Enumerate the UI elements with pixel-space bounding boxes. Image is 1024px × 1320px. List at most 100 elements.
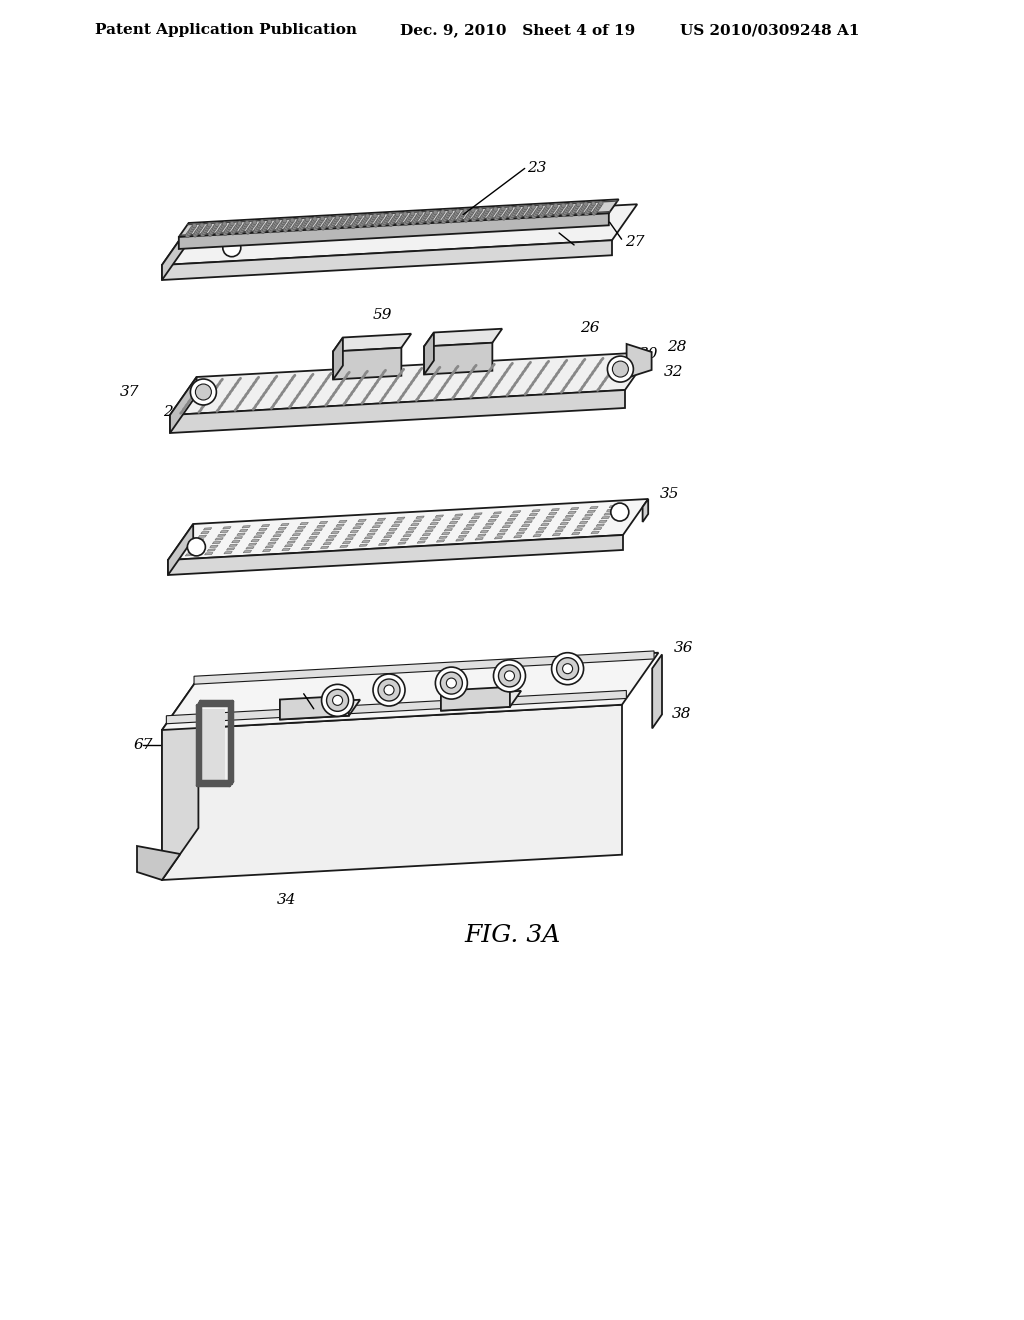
Circle shape: [399, 218, 403, 222]
Circle shape: [312, 216, 317, 222]
Circle shape: [489, 213, 494, 216]
Polygon shape: [306, 540, 314, 543]
Circle shape: [413, 219, 417, 223]
Polygon shape: [179, 214, 609, 249]
Polygon shape: [544, 520, 552, 521]
Circle shape: [353, 220, 358, 224]
Circle shape: [540, 214, 544, 218]
Circle shape: [230, 231, 236, 235]
Circle shape: [424, 213, 429, 216]
Circle shape: [346, 220, 350, 224]
Circle shape: [249, 226, 253, 231]
Circle shape: [512, 211, 516, 216]
Circle shape: [207, 223, 212, 227]
Circle shape: [193, 223, 197, 228]
Circle shape: [445, 214, 450, 218]
Polygon shape: [300, 523, 308, 525]
Circle shape: [301, 223, 305, 227]
Circle shape: [325, 220, 330, 224]
Polygon shape: [314, 529, 323, 531]
Circle shape: [539, 205, 543, 209]
Text: 26: 26: [580, 322, 599, 335]
Circle shape: [522, 207, 526, 211]
Polygon shape: [532, 535, 542, 537]
Polygon shape: [505, 521, 513, 524]
Polygon shape: [516, 532, 524, 535]
Polygon shape: [246, 546, 254, 549]
Polygon shape: [394, 521, 402, 523]
Polygon shape: [536, 531, 544, 533]
Polygon shape: [350, 531, 358, 533]
Circle shape: [308, 223, 313, 227]
Polygon shape: [168, 524, 194, 576]
Circle shape: [583, 203, 587, 209]
Text: FIG. 3A: FIG. 3A: [464, 924, 560, 946]
Circle shape: [552, 652, 584, 685]
Circle shape: [551, 207, 555, 211]
Polygon shape: [507, 517, 516, 520]
Circle shape: [475, 211, 480, 216]
Circle shape: [391, 218, 396, 223]
Circle shape: [327, 689, 348, 711]
Polygon shape: [352, 527, 361, 529]
Circle shape: [428, 218, 432, 222]
Circle shape: [268, 228, 272, 232]
Polygon shape: [480, 531, 488, 533]
Polygon shape: [358, 519, 367, 521]
Polygon shape: [179, 199, 618, 238]
Circle shape: [567, 205, 571, 209]
Polygon shape: [162, 228, 187, 280]
Circle shape: [227, 226, 231, 230]
Circle shape: [416, 215, 420, 219]
Text: 35: 35: [660, 487, 680, 502]
Circle shape: [524, 214, 528, 219]
Polygon shape: [512, 511, 521, 513]
Circle shape: [584, 202, 588, 206]
Text: 36: 36: [674, 640, 693, 655]
Polygon shape: [370, 529, 378, 532]
Circle shape: [536, 209, 541, 213]
Polygon shape: [436, 540, 444, 543]
Circle shape: [300, 224, 304, 230]
Polygon shape: [417, 541, 425, 544]
Polygon shape: [381, 540, 389, 541]
Polygon shape: [580, 521, 588, 524]
Polygon shape: [439, 536, 447, 539]
Circle shape: [400, 215, 404, 220]
Polygon shape: [425, 529, 433, 532]
Polygon shape: [546, 516, 554, 519]
Polygon shape: [202, 709, 225, 780]
Circle shape: [418, 211, 423, 215]
Circle shape: [471, 218, 476, 222]
Circle shape: [439, 211, 443, 216]
Polygon shape: [220, 531, 228, 533]
Circle shape: [577, 202, 581, 207]
Polygon shape: [643, 499, 648, 521]
Circle shape: [373, 675, 406, 706]
Circle shape: [271, 224, 275, 230]
Circle shape: [256, 226, 260, 230]
Circle shape: [259, 222, 263, 226]
Polygon shape: [282, 548, 290, 550]
Polygon shape: [231, 540, 240, 543]
Circle shape: [343, 215, 347, 219]
Circle shape: [591, 202, 596, 206]
Text: 23: 23: [526, 161, 546, 176]
Polygon shape: [441, 532, 450, 535]
Circle shape: [199, 224, 203, 230]
Polygon shape: [323, 543, 332, 545]
Circle shape: [552, 206, 557, 210]
Circle shape: [336, 224, 340, 230]
Circle shape: [285, 226, 289, 230]
Circle shape: [432, 213, 436, 216]
Circle shape: [496, 214, 500, 219]
Circle shape: [246, 230, 250, 234]
Circle shape: [356, 216, 360, 220]
Circle shape: [255, 227, 259, 232]
Circle shape: [562, 213, 566, 216]
Polygon shape: [243, 550, 252, 553]
Circle shape: [208, 232, 212, 236]
Polygon shape: [432, 519, 441, 521]
Polygon shape: [162, 678, 199, 880]
Polygon shape: [242, 525, 251, 528]
